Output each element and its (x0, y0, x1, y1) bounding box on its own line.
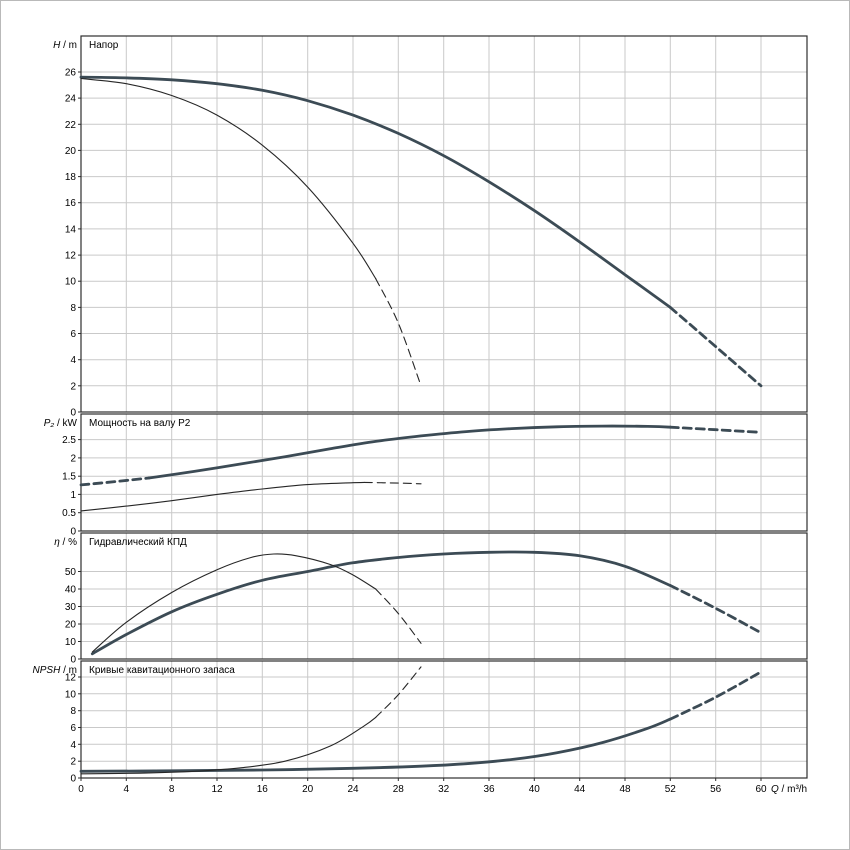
panel-frame (80, 532, 808, 660)
y-tick-label: 20 (65, 620, 77, 631)
x-tick-label: 48 (619, 784, 631, 795)
y-tick-label: 16 (65, 198, 77, 209)
y-tick-label: 0.5 (62, 508, 76, 519)
x-tick-label: 56 (710, 784, 722, 795)
x-tick-label: 0 (78, 784, 84, 795)
x-unit: / m³/h (778, 784, 808, 795)
panel-title-efficiency: Гидравлический КПД (89, 537, 187, 548)
y-unit: / kW (54, 418, 77, 429)
y-tick-label: 18 (65, 172, 77, 183)
y-tick-label: 4 (70, 355, 76, 366)
y-axis-label-head: H / m (1, 40, 77, 51)
y-symbol: P₂ (43, 418, 55, 429)
y-axis-label-efficiency: η / % (1, 537, 77, 548)
curve-npsh-pump-1-dashed (668, 670, 763, 721)
x-tick-label: 40 (529, 784, 541, 795)
y-axis-label-power: P₂ / kW (1, 418, 77, 429)
x-tick-label: 28 (393, 784, 405, 795)
curve-efficiency-pump-1 (90, 550, 672, 656)
y-tick-label: 0 (70, 655, 76, 666)
y-tick-label: 10 (65, 689, 77, 700)
x-symbol: Q (771, 784, 779, 795)
y-tick-label: 12 (65, 673, 77, 684)
x-tick-label: 32 (438, 784, 450, 795)
curve-npsh-pump-2 (80, 716, 377, 775)
panel-frame (80, 413, 808, 532)
x-tick-label: 24 (347, 784, 359, 795)
y-tick-label: 1.5 (62, 472, 76, 483)
y-tick-label: 10 (65, 277, 77, 288)
y-tick-label: 12 (65, 251, 77, 262)
y-tick-label: 14 (65, 224, 77, 235)
y-tick-label: 40 (65, 585, 77, 596)
y-unit: / m (60, 40, 77, 51)
panel-frame (80, 35, 808, 413)
y-symbol: NPSH (32, 665, 61, 676)
curve-npsh-pump-2-dashed (375, 666, 422, 718)
y-tick-label: 22 (65, 120, 77, 131)
x-tick-label: 12 (211, 784, 223, 795)
curve-power-pump-1 (147, 424, 672, 480)
x-tick-label: 4 (124, 784, 130, 795)
y-tick-label: 30 (65, 602, 77, 613)
y-tick-label: 2.5 (62, 435, 76, 446)
curve-efficiency-pump-1-dashed (668, 584, 763, 635)
curve-power-pump-1-dashed (668, 425, 763, 434)
y-tick-label: 2 (70, 757, 76, 768)
x-tick-label: 36 (483, 784, 495, 795)
curve-power-pump-2-dashed (363, 481, 422, 485)
x-tick-label: 20 (302, 784, 314, 795)
x-axis-label: Q / m³/h (771, 784, 807, 795)
y-symbol: H (53, 40, 61, 51)
panel-title-npsh: Кривые кавитационного запаса (89, 665, 235, 676)
y-tick-label: 0 (70, 774, 76, 785)
y-tick-label: 8 (70, 303, 76, 314)
y-tick-label: 26 (65, 68, 77, 79)
panel-title-power: Мощность на валу P2 (89, 418, 191, 429)
y-tick-label: 8 (70, 706, 76, 717)
y-tick-label: 6 (70, 723, 76, 734)
y-tick-label: 0 (70, 408, 76, 419)
x-tick-label: 44 (574, 784, 586, 795)
y-axis-label-npsh: NPSH / m (1, 665, 77, 676)
x-tick-label: 60 (755, 784, 767, 795)
y-tick-label: 6 (70, 329, 76, 340)
y-unit: / % (59, 537, 77, 548)
y-tick-label: 4 (70, 740, 76, 751)
y-symbol: η (54, 537, 60, 548)
y-tick-label: 1 (70, 490, 76, 501)
y-tick-label: 24 (65, 94, 77, 105)
curve-efficiency-pump-2-dashed (375, 588, 422, 644)
y-tick-label: 0 (70, 527, 76, 538)
x-tick-label: 16 (257, 784, 269, 795)
x-tick-label: 52 (665, 784, 677, 795)
curve-efficiency-pump-2 (91, 553, 377, 653)
curve-head-pump-1-dashed (668, 306, 763, 388)
y-tick-label: 2 (70, 453, 76, 464)
panel-title-head: Напор (89, 40, 119, 51)
curve-head-pump-1 (79, 75, 672, 309)
y-unit: / m (60, 665, 77, 676)
curve-npsh-pump-1 (79, 717, 672, 773)
curve-head-pump-2 (80, 77, 377, 280)
x-tick-label: 8 (169, 784, 175, 795)
y-tick-label: 10 (65, 637, 77, 648)
y-tick-label: 2 (70, 381, 76, 392)
y-tick-label: 20 (65, 146, 77, 157)
curve-power-pump-2 (80, 481, 365, 512)
curve-power-pump-1-dashed (79, 476, 151, 487)
y-tick-label: 50 (65, 567, 77, 578)
